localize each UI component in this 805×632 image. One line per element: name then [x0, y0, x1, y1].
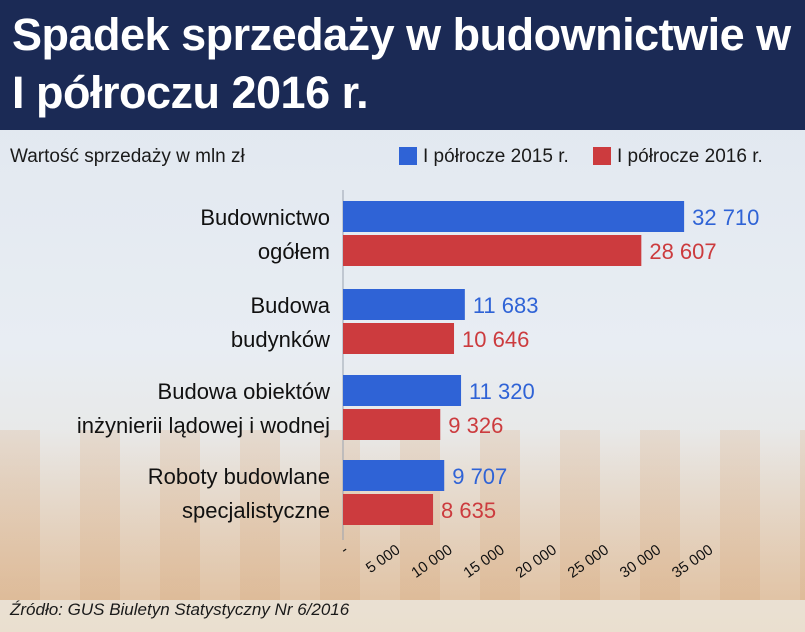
bar — [343, 201, 685, 232]
bar — [343, 235, 642, 266]
x-tick-label: - — [337, 541, 351, 558]
category-label: budynków — [231, 327, 330, 352]
chart-title: Spadek sprzedaży w budownictwie w I półr… — [12, 9, 791, 118]
category-label: inżynierii lądowej i wodnej — [77, 413, 330, 438]
x-tick-label: 10 000 — [408, 541, 455, 581]
x-tick-label: 30 000 — [617, 541, 664, 581]
chart-subtitle: Wartość sprzedaży w mln zł — [10, 146, 245, 167]
legend-swatch-2016 — [593, 147, 611, 165]
bar — [343, 409, 441, 440]
category-label: Budownictwo — [200, 205, 330, 230]
source-note: Źródło: GUS Biuletyn Statystyczny Nr 6/2… — [10, 600, 350, 619]
data-label: 9 326 — [448, 413, 503, 438]
data-label: 28 607 — [649, 239, 716, 264]
category-label: Roboty budowlane — [148, 464, 330, 489]
data-label: 10 646 — [462, 327, 529, 352]
legend-label-2016: I półrocze 2016 r. — [617, 146, 763, 167]
x-tick-label: 20 000 — [513, 541, 560, 581]
title-band: Spadek sprzedaży w budownictwie w I półr… — [0, 0, 805, 130]
bar — [343, 494, 434, 525]
category-label: ogółem — [258, 239, 330, 264]
x-tick-label: 25 000 — [565, 541, 612, 581]
x-tick-label: 35 000 — [669, 541, 716, 581]
data-label: 11 683 — [473, 293, 539, 318]
data-label: 9 707 — [452, 464, 507, 489]
legend-swatch-2015 — [399, 147, 417, 165]
bar — [343, 460, 445, 491]
legend-item-2016: I półrocze 2016 r. — [593, 146, 763, 168]
bar — [343, 289, 465, 320]
data-label: 8 635 — [441, 498, 496, 523]
data-label: 11 320 — [469, 379, 535, 404]
legend-item-2015: I półrocze 2015 r. — [399, 146, 569, 168]
legend-label-2015: I półrocze 2015 r. — [423, 146, 569, 167]
x-tick-label: 15 000 — [460, 541, 507, 581]
category-label: Budowa — [250, 293, 330, 318]
bar — [343, 323, 455, 354]
bar — [343, 375, 462, 406]
data-label: 32 710 — [692, 205, 759, 230]
category-label: Budowa obiektów — [158, 379, 331, 404]
category-label: specjalistyczne — [182, 498, 330, 523]
x-tick-label: 5 000 — [363, 541, 404, 576]
